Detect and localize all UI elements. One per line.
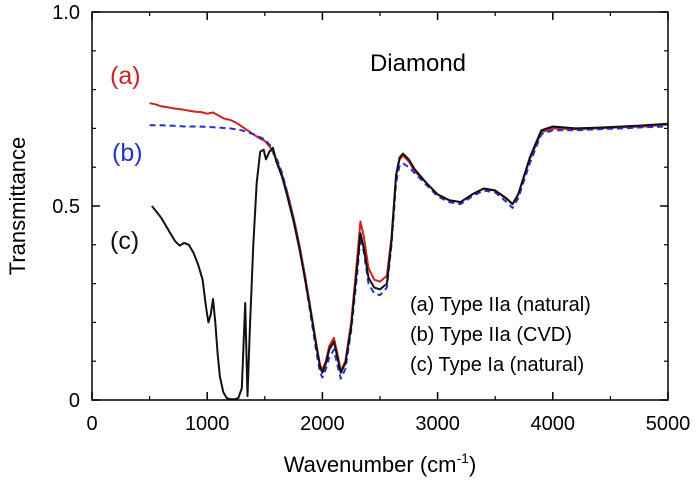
series-line-c bbox=[151, 122, 669, 401]
x-tick-label: 0 bbox=[86, 413, 97, 435]
x-tick-label: 4000 bbox=[531, 413, 576, 435]
curve-tags: (a) (b) (c) bbox=[110, 62, 143, 255]
y-tick-label: 0.5 bbox=[52, 196, 80, 218]
ticks-layer: 0 1000 2000 3000 4000 5000 0 0.5 1.0 bbox=[52, 2, 690, 435]
chart-title: Diamond bbox=[370, 50, 466, 77]
y-tick-label: 0 bbox=[69, 390, 80, 412]
x-tick-label: 1000 bbox=[185, 413, 230, 435]
legend-item-c: (c) Type Ia (natural) bbox=[410, 354, 584, 376]
legend-item-b: (b) Type IIa (CVD) bbox=[410, 324, 572, 346]
curve-tag-b: (b) bbox=[112, 139, 143, 167]
series-line-a bbox=[149, 102, 669, 372]
x-axis-title-suffix: ) bbox=[469, 452, 476, 477]
x-axis-title-sup: -1 bbox=[457, 450, 470, 466]
x-axis-title: Wavenumber (cm-1) bbox=[284, 450, 477, 477]
y-tick-label: 1.0 bbox=[52, 2, 80, 24]
curve-tag-a: (a) bbox=[110, 62, 141, 90]
x-tick-label: 3000 bbox=[415, 413, 460, 435]
x-axis-title-main: Wavenumber (cm bbox=[284, 452, 457, 477]
series-layer bbox=[149, 102, 669, 401]
series-line-b bbox=[149, 124, 669, 380]
legend-item-a: (a) Type IIa (natural) bbox=[410, 294, 591, 316]
legend: (a) Type IIa (natural) (b) Type IIa (CVD… bbox=[410, 294, 591, 376]
x-tick-label: 2000 bbox=[300, 413, 345, 435]
curve-tag-c: (c) bbox=[110, 227, 139, 255]
x-tick-label: 5000 bbox=[646, 413, 691, 435]
y-axis-title: Transmittance bbox=[5, 137, 30, 276]
